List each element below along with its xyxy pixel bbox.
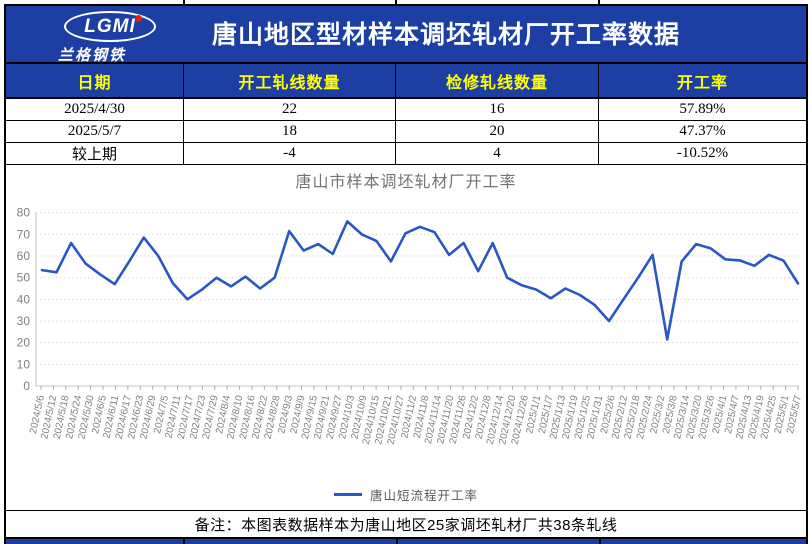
legend-line-marker-icon xyxy=(333,492,362,496)
next-row-clipped xyxy=(4,537,808,544)
cell-operating-rate[interactable]: 57.89% xyxy=(598,99,806,120)
cell-date[interactable]: 2025/4/30 xyxy=(64,101,125,117)
cell-border-mark xyxy=(396,539,398,544)
svg-text:10: 10 xyxy=(17,357,31,371)
cell-border-mark xyxy=(183,539,185,544)
logo-subtext: 兰格钢铁 xyxy=(58,47,127,64)
chart-svg: 010203040506070802024/5/62024/5/122024/5… xyxy=(17,206,804,446)
svg-text:50: 50 xyxy=(17,271,31,285)
column-header-date: 日期 xyxy=(77,74,112,92)
cell-maintenance-lines-change[interactable]: 4 xyxy=(395,143,598,164)
column-header-operating-rate: 开工率 xyxy=(598,64,806,97)
report-header: LGMI 兰格钢铁 唐山地区型材样本调坯轧材厂开工率数据 xyxy=(4,4,808,64)
sheet-top-edge xyxy=(0,0,812,4)
cell-date[interactable]: 2025/5/7 xyxy=(67,123,122,139)
svg-text:30: 30 xyxy=(17,314,31,328)
cell-border-mark xyxy=(395,0,397,4)
logo-red-dot-icon xyxy=(135,15,142,22)
lgmi-logo: LGMI 兰格钢铁 xyxy=(46,9,176,64)
table-row: 2025/5/7 18 20 47.37% xyxy=(4,121,808,143)
svg-text:0: 0 xyxy=(23,379,30,393)
table-row: 较上期 -4 4 -10.52% xyxy=(4,143,808,165)
footer-row: 备注：本图表数据样本为唐山地区25家调坯轧材厂共38条轧线 xyxy=(4,510,808,537)
cell-change-label[interactable]: 较上期 xyxy=(71,147,117,163)
cell-operating-rate[interactable]: 47.37% xyxy=(598,121,806,142)
cell-maintenance-lines[interactable]: 16 xyxy=(395,99,598,120)
report-title: 唐山地区型材样本调坯轧材厂开工率数据 xyxy=(211,21,680,49)
chart-title: 唐山市样本调坯轧材厂开工率 xyxy=(295,174,517,191)
column-header-operating-lines: 开工轧线数量 xyxy=(183,64,395,97)
svg-text:60: 60 xyxy=(17,249,31,263)
cell-maintenance-lines[interactable]: 20 xyxy=(395,121,598,142)
cell-border-mark xyxy=(598,0,600,4)
cell-operating-lines[interactable]: 18 xyxy=(183,121,395,142)
table-row: 2025/4/30 22 16 57.89% xyxy=(4,99,808,121)
logo-text: LGMI xyxy=(84,15,136,37)
column-header-maintenance-lines: 检修轧线数量 xyxy=(395,64,598,97)
svg-text:80: 80 xyxy=(17,206,31,220)
svg-text:40: 40 xyxy=(17,292,31,306)
cell-border-mark xyxy=(183,0,185,4)
lgmi-logo-oval-icon: LGMI xyxy=(64,11,156,42)
cell-operating-lines[interactable]: 22 xyxy=(183,99,395,120)
table-header-row: 日期 开工轧线数量 检修轧线数量 开工率 xyxy=(4,64,808,99)
chart-area: 0 10 20 30 40 50 60 70 80 2024/5/6 2024/5/12 2024/5… xyxy=(4,165,808,510)
chart-legend: 唐山短流程开工率 xyxy=(5,486,807,503)
footer-note: 备注：本图表数据样本为唐山地区25家调坯轧材厂共38条轧线 xyxy=(194,516,618,534)
cell-operating-rate-change[interactable]: -10.52% xyxy=(598,143,806,164)
cell-operating-lines-change[interactable]: -4 xyxy=(183,143,395,164)
svg-text:20: 20 xyxy=(17,336,31,350)
svg-text:70: 70 xyxy=(17,227,31,241)
legend-label: 唐山短流程开工率 xyxy=(369,488,478,503)
cell-border-mark xyxy=(599,539,601,544)
